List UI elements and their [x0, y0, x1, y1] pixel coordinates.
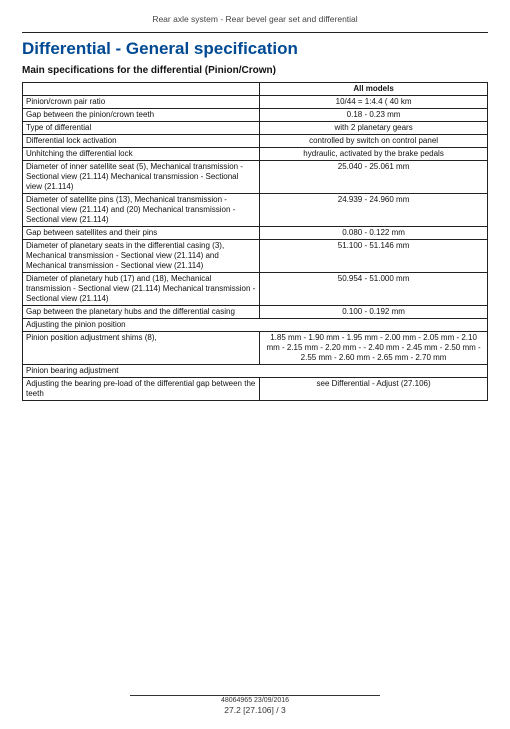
table-row: Gap between the pinion/crown teeth0.18 -…: [23, 109, 488, 122]
table-row: Gap between satellites and their pins0.0…: [23, 227, 488, 240]
row-label: Pinion bearing adjustment: [23, 365, 488, 378]
page-title: Differential - General specification: [22, 39, 488, 59]
row-value: 50.954 - 51.000 mm: [260, 273, 488, 306]
page-footer: 48064965 23/09/2016 27.2 [27.106] / 3: [0, 695, 510, 715]
row-value: 25.040 - 25.061 mm: [260, 161, 488, 194]
row-label: Pinion position adjustment shims (8),: [23, 332, 260, 365]
top-rule: [22, 32, 488, 33]
row-label: Diameter of inner satellite seat (5), Me…: [23, 161, 260, 194]
footer-meta: 48064965 23/09/2016: [0, 697, 510, 704]
row-label: Gap between satellites and their pins: [23, 227, 260, 240]
row-label: Adjusting the bearing pre-load of the di…: [23, 378, 260, 401]
page-subtitle: Main specifications for the differential…: [22, 65, 488, 76]
spec-table: All models Pinion/crown pair ratio10/44 …: [22, 82, 488, 401]
breadcrumb: Rear axle system - Rear bevel gear set a…: [22, 14, 488, 24]
row-label: Diameter of satellite pins (13), Mechani…: [23, 194, 260, 227]
table-row: Diameter of planetary hub (17) and (18),…: [23, 273, 488, 306]
header-blank: [23, 83, 260, 96]
row-value: hydraulic, activated by the brake pedals: [260, 148, 488, 161]
table-row: Pinion position adjustment shims (8),1.8…: [23, 332, 488, 365]
row-label: Adjusting the pinion position: [23, 319, 488, 332]
header-all-models: All models: [260, 83, 488, 96]
table-row: Diameter of satellite pins (13), Mechani…: [23, 194, 488, 227]
row-value: see Differential - Adjust (27.106): [260, 378, 488, 401]
table-row: Unhitching the differential lockhydrauli…: [23, 148, 488, 161]
row-value: with 2 planetary gears: [260, 122, 488, 135]
row-label: Type of differential: [23, 122, 260, 135]
row-label: Diameter of planetary seats in the diffe…: [23, 240, 260, 273]
row-label: Pinion/crown pair ratio: [23, 96, 260, 109]
table-row: Pinion/crown pair ratio10/44 = 1:4.4 ( 4…: [23, 96, 488, 109]
table-header-row: All models: [23, 83, 488, 96]
table-row: Gap between the planetary hubs and the d…: [23, 306, 488, 319]
row-label: Differential lock activation: [23, 135, 260, 148]
row-value: 0.18 - 0.23 mm: [260, 109, 488, 122]
row-value: controlled by switch on control panel: [260, 135, 488, 148]
row-value: 1.85 mm - 1.90 mm - 1.95 mm - 2.00 mm - …: [260, 332, 488, 365]
row-value: 10/44 = 1:4.4 ( 40 km: [260, 96, 488, 109]
table-row: Adjusting the bearing pre-load of the di…: [23, 378, 488, 401]
footer-page-number: 27.2 [27.106] / 3: [0, 705, 510, 715]
row-label: Unhitching the differential lock: [23, 148, 260, 161]
table-row: Adjusting the pinion position: [23, 319, 488, 332]
footer-rule: [130, 695, 380, 696]
row-label: Diameter of planetary hub (17) and (18),…: [23, 273, 260, 306]
table-row: Diameter of inner satellite seat (5), Me…: [23, 161, 488, 194]
table-row: Type of differentialwith 2 planetary gea…: [23, 122, 488, 135]
row-value: 0.100 - 0.192 mm: [260, 306, 488, 319]
row-label: Gap between the pinion/crown teeth: [23, 109, 260, 122]
table-row: Diameter of planetary seats in the diffe…: [23, 240, 488, 273]
table-row: Differential lock activationcontrolled b…: [23, 135, 488, 148]
row-value: 24.939 - 24.960 mm: [260, 194, 488, 227]
row-value: 0.080 - 0.122 mm: [260, 227, 488, 240]
row-label: Gap between the planetary hubs and the d…: [23, 306, 260, 319]
row-value: 51.100 - 51.146 mm: [260, 240, 488, 273]
table-row: Pinion bearing adjustment: [23, 365, 488, 378]
